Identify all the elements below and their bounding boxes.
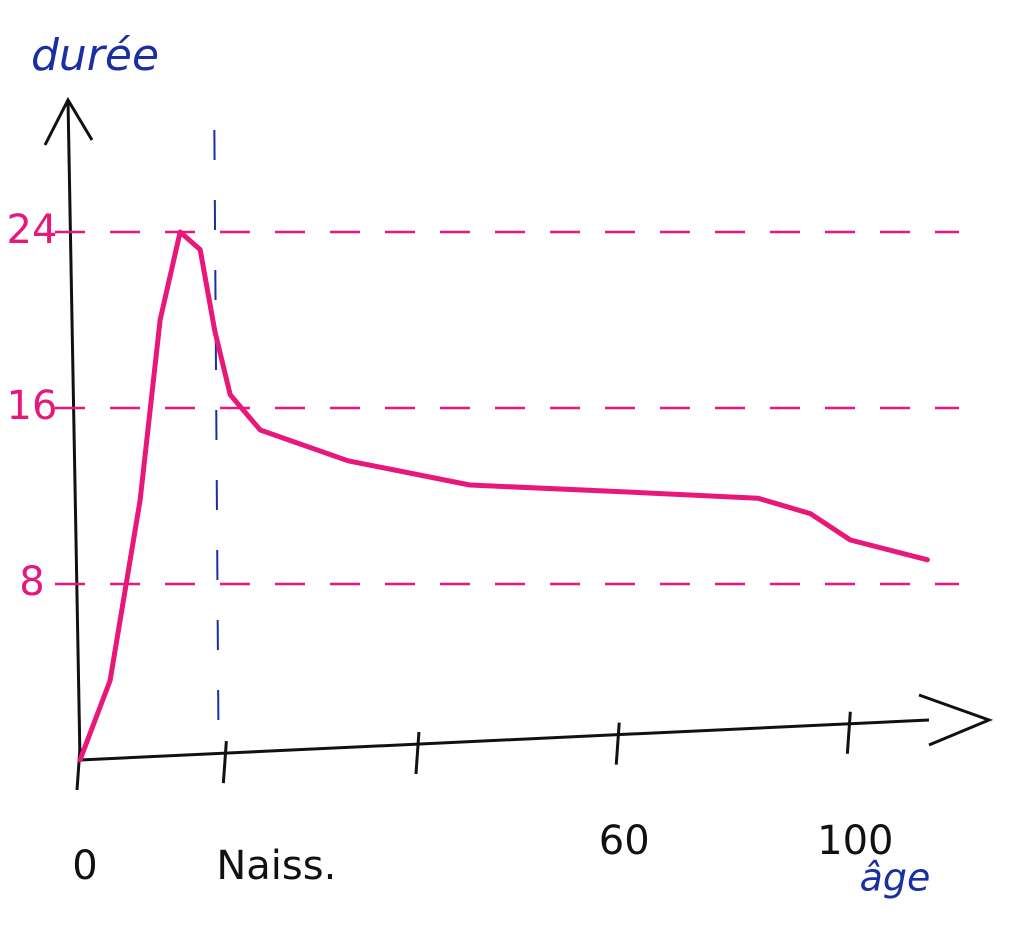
x-tick xyxy=(616,723,619,765)
x-tick-label: Naiss. xyxy=(216,843,336,889)
x-tick xyxy=(223,741,226,783)
x-tick xyxy=(847,712,850,754)
x-tick-label: 60 xyxy=(599,818,650,864)
y-tick-label: 8 xyxy=(19,559,44,605)
x-tick xyxy=(416,732,419,774)
data-line xyxy=(80,232,927,760)
birth-line xyxy=(214,130,218,720)
y-axis xyxy=(68,100,80,760)
y-tick-label: 24 xyxy=(7,207,58,253)
chart: durée âge 816240Naiss.60100 xyxy=(0,0,1020,943)
y-tick-label: 16 xyxy=(7,383,58,429)
x-tick-label: 100 xyxy=(817,818,893,864)
y-axis-label: durée xyxy=(31,30,159,81)
x-axis xyxy=(80,720,929,760)
x-tick-label: 0 xyxy=(72,843,97,889)
x-axis-arrow xyxy=(919,695,989,745)
